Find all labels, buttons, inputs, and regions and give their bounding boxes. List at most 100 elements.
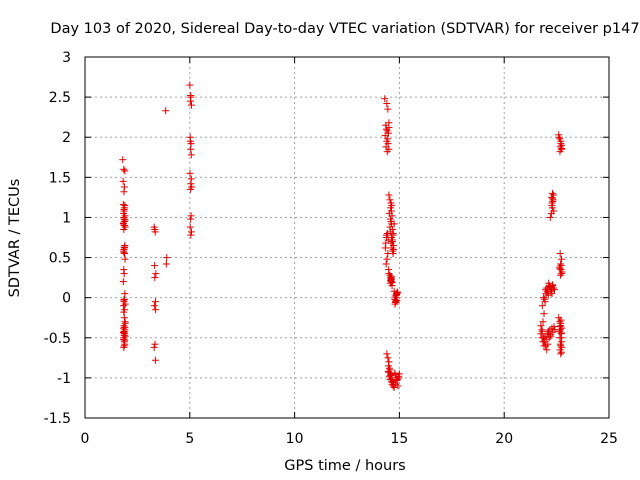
data-point xyxy=(548,290,556,298)
data-point xyxy=(386,196,394,204)
data-point xyxy=(383,100,391,108)
data-point xyxy=(385,119,393,127)
data-points xyxy=(119,81,566,392)
data-point xyxy=(388,244,396,252)
data-point xyxy=(121,336,129,344)
data-point xyxy=(541,295,549,303)
data-point xyxy=(187,101,195,109)
data-point xyxy=(186,169,194,177)
data-point xyxy=(390,384,398,392)
x-tick-label: 10 xyxy=(286,431,304,447)
data-point xyxy=(551,286,559,294)
data-point xyxy=(383,255,391,263)
y-tick-label: 0.5 xyxy=(49,251,71,267)
data-point xyxy=(150,343,158,351)
data-point xyxy=(395,374,403,382)
data-point xyxy=(387,275,395,283)
data-point xyxy=(550,323,558,331)
data-point xyxy=(557,137,565,145)
data-point xyxy=(120,221,128,229)
y-tick-label: -1 xyxy=(57,371,71,387)
data-point xyxy=(382,125,390,133)
data-point xyxy=(162,107,170,115)
data-point xyxy=(121,255,129,263)
data-point xyxy=(121,319,129,327)
data-point xyxy=(549,191,557,199)
data-point xyxy=(187,228,195,236)
plot-border xyxy=(84,56,610,419)
data-point xyxy=(187,92,195,100)
data-point xyxy=(539,318,547,326)
data-point xyxy=(151,225,159,233)
y-tick-label: -0.5 xyxy=(44,331,71,347)
data-point xyxy=(383,350,391,358)
data-point xyxy=(558,144,566,152)
y-tick-label: 2 xyxy=(62,130,71,146)
grid-lines xyxy=(85,57,609,418)
data-point xyxy=(120,225,128,233)
data-point xyxy=(187,175,195,183)
data-point xyxy=(540,310,548,318)
data-point xyxy=(121,300,129,308)
data-point xyxy=(557,329,565,337)
data-point xyxy=(384,354,392,362)
data-point xyxy=(390,220,398,228)
data-point xyxy=(557,350,565,358)
x-tick-label: 25 xyxy=(600,431,618,447)
data-point xyxy=(120,328,128,336)
data-point xyxy=(121,204,129,212)
data-point xyxy=(388,238,396,246)
data-point xyxy=(556,323,564,331)
data-point xyxy=(384,105,392,113)
data-point xyxy=(120,270,128,278)
data-point xyxy=(544,288,552,296)
y-tick-label: 1.5 xyxy=(49,170,71,186)
data-point xyxy=(389,229,397,237)
data-point xyxy=(120,207,128,215)
data-point xyxy=(119,156,127,164)
y-tick-label: -1.5 xyxy=(44,411,71,427)
data-point xyxy=(544,340,552,348)
data-point xyxy=(385,191,393,199)
data-point xyxy=(548,201,556,209)
x-tick-label: 20 xyxy=(495,431,513,447)
data-point xyxy=(120,188,128,196)
data-point xyxy=(545,279,553,287)
data-point xyxy=(120,213,128,221)
data-point xyxy=(546,213,554,221)
data-point xyxy=(558,270,566,278)
data-point xyxy=(186,185,194,193)
data-point xyxy=(556,250,564,258)
data-point xyxy=(556,265,564,273)
data-point xyxy=(120,308,128,316)
y-tick-label: 2.5 xyxy=(49,90,71,106)
data-point xyxy=(120,314,128,322)
data-point xyxy=(162,260,170,268)
y-tick-label: 1 xyxy=(62,210,71,226)
data-point xyxy=(388,212,396,220)
data-point xyxy=(546,331,554,339)
data-point xyxy=(187,145,195,153)
data-point xyxy=(121,167,129,175)
data-point xyxy=(151,274,159,282)
data-point xyxy=(557,255,565,263)
data-point xyxy=(187,151,195,159)
data-point xyxy=(163,254,171,262)
data-point xyxy=(152,306,160,314)
data-point xyxy=(540,294,548,302)
x-tick-label: 5 xyxy=(185,431,194,447)
data-point xyxy=(119,177,127,185)
data-point xyxy=(187,231,195,239)
data-point xyxy=(151,340,159,348)
x-tick-label: 0 xyxy=(81,431,90,447)
x-axis-label: GPS time / hours xyxy=(284,458,405,474)
data-point xyxy=(556,340,564,348)
data-point xyxy=(119,278,127,286)
data-point xyxy=(555,133,563,141)
tick-labels: 0 5 10 15 20 25 -1.5 -1 -0.5 0 0.5 1 1.5 2 2.5 3 xyxy=(44,50,618,447)
data-point xyxy=(543,346,551,354)
data-point xyxy=(383,148,391,156)
data-point xyxy=(538,334,546,342)
